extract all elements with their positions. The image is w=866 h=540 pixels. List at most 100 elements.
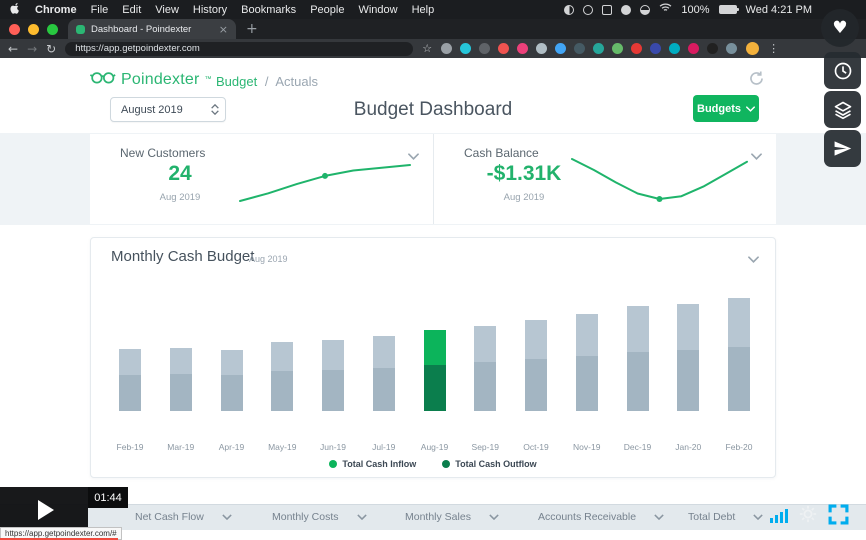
extension-icon[interactable] [593,43,605,54]
new-tab-button[interactable]: + [246,21,258,37]
x-label-Oct-19: Oct-19 [523,442,549,452]
volume-bar [775,515,778,523]
kpi-title: Cash Balance [464,146,539,160]
tab-favicon [76,24,85,34]
extension-icon[interactable] [669,43,681,54]
menubar-item-help[interactable]: Help [411,3,435,16]
menubar-item-edit[interactable]: Edit [122,3,142,16]
history-button[interactable] [824,52,861,89]
address-bar[interactable]: https://app.getpoindexter.com [65,41,414,56]
metric-dropdown-accounts-receivable[interactable]: Accounts Receivable [538,511,664,523]
extension-icon[interactable] [707,43,719,54]
bookmark-star-icon[interactable]: ☆ [422,42,433,55]
menubar-item-view[interactable]: View [155,3,179,16]
metric-dropdown-monthly-sales[interactable]: Monthly Sales [405,511,499,523]
extension-icon[interactable] [517,43,529,54]
menubar-item-chrome[interactable]: Chrome [35,3,77,16]
extension-icon[interactable] [612,43,624,54]
browser-menu-icon[interactable]: ⋮ [768,42,780,55]
bar-Feb-20[interactable] [728,298,750,411]
fullscreen-button[interactable] [828,504,849,530]
x-label-May-19: May-19 [268,442,297,452]
budgets-button[interactable]: Budgets [693,95,759,122]
extension-icon[interactable] [650,43,662,54]
bar-Oct-19[interactable] [525,319,547,411]
legend-item[interactable]: Total Cash Outflow [442,459,537,469]
sync-icon[interactable] [748,70,765,92]
layers-button[interactable] [824,91,861,128]
monthly-cash-budget-card: Monthly Cash Budget Aug 2019 Feb-19 Mar-1… [90,237,776,478]
bar-Apr-19[interactable] [220,349,243,411]
share-button[interactable] [824,130,861,167]
bar-Jan-20[interactable] [677,303,700,411]
menubar-item-window[interactable]: Window [358,3,398,16]
x-label-Mar-19: Mar-19 [167,442,195,452]
bar-Sep-19[interactable] [474,325,497,411]
breadcrumb-budget[interactable]: Budget [216,74,258,89]
kpi-card-new-customers: New Customers 24 Aug 2019 [90,134,433,224]
wifi-icon[interactable] [659,3,672,16]
chevron-down-icon[interactable] [408,147,419,165]
video-progress-bar[interactable] [0,538,118,540]
extension-icon[interactable] [460,43,472,54]
reload-icon[interactable]: ↻ [46,41,57,56]
x-label-Feb-20: Feb-20 [725,442,753,452]
bar-Jul-19[interactable] [372,335,395,411]
status-icon-1[interactable] [583,4,594,15]
legend-item[interactable]: Total Cash Inflow [329,459,416,469]
extension-icon[interactable] [631,43,643,54]
apple-menu-icon[interactable] [10,2,21,18]
extension-icon[interactable] [688,43,700,54]
metric-dropdown-net-cash-flow[interactable]: Net Cash Flow [135,511,232,523]
extension-icon[interactable] [498,43,510,54]
bar-Mar-19[interactable] [169,347,192,411]
status-icon-3[interactable] [640,4,651,15]
metric-label: Monthly Costs [272,511,339,523]
chevron-down-icon[interactable] [751,147,762,165]
maximize-window-button[interactable] [47,23,58,35]
metric-dropdown-total-debt[interactable]: Total Debt [688,511,763,523]
menubar-item-bookmarks[interactable]: Bookmarks [241,3,297,16]
display-icon[interactable] [602,4,613,15]
profile-avatar[interactable] [746,42,760,55]
legend-dot-icon [442,460,451,468]
menubar-item-history[interactable]: History [192,3,228,16]
extension-icon[interactable] [574,43,586,54]
menubar-item-file[interactable]: File [90,3,109,16]
back-icon[interactable]: ← [8,41,19,56]
x-label-Dec-19: Dec-19 [623,442,652,452]
minimize-window-button[interactable] [28,23,39,35]
do-not-disturb-icon[interactable] [564,4,575,15]
menubar-clock[interactable]: Wed 4:21 PM [745,3,812,16]
bar-Nov-19[interactable] [575,313,598,411]
close-window-button[interactable] [9,23,20,35]
breadcrumb-actuals[interactable]: Actuals [275,74,318,89]
favorite-button[interactable]: ♥ [821,9,859,47]
period-select[interactable]: August 2019 [110,97,226,122]
video-timestamp: 01:44 [88,487,128,508]
extension-icon[interactable] [555,43,567,54]
settings-button[interactable] [799,505,817,528]
extension-icon[interactable] [441,43,453,54]
battery-icon[interactable] [718,5,739,14]
volume-button[interactable] [770,508,788,523]
poindexter-logo[interactable]: Poindexter ™ [89,68,212,91]
extension-icon[interactable] [479,43,491,54]
extension-icon[interactable] [536,43,548,54]
bar-Aug-19[interactable] [423,329,446,411]
kpi-period: Aug 2019 [503,192,545,203]
extension-icon[interactable] [726,43,738,54]
x-label-Jan-20: Jan-20 [675,442,702,452]
metric-dropdown-monthly-costs[interactable]: Monthly Costs [272,511,367,523]
forward-icon[interactable]: → [27,41,38,56]
status-icon-2[interactable] [621,4,632,15]
tab-close-icon[interactable]: × [218,22,228,36]
menubar-item-people[interactable]: People [310,3,345,16]
bar-Dec-19[interactable] [626,305,649,411]
bar-Feb-19[interactable] [119,348,141,411]
bar-May-19[interactable] [271,341,294,411]
chevron-down-icon[interactable] [748,250,759,268]
browser-tab[interactable]: Dashboard - Poindexter × [68,19,236,39]
play-button[interactable] [0,487,88,533]
bar-Jun-19[interactable] [322,339,344,411]
